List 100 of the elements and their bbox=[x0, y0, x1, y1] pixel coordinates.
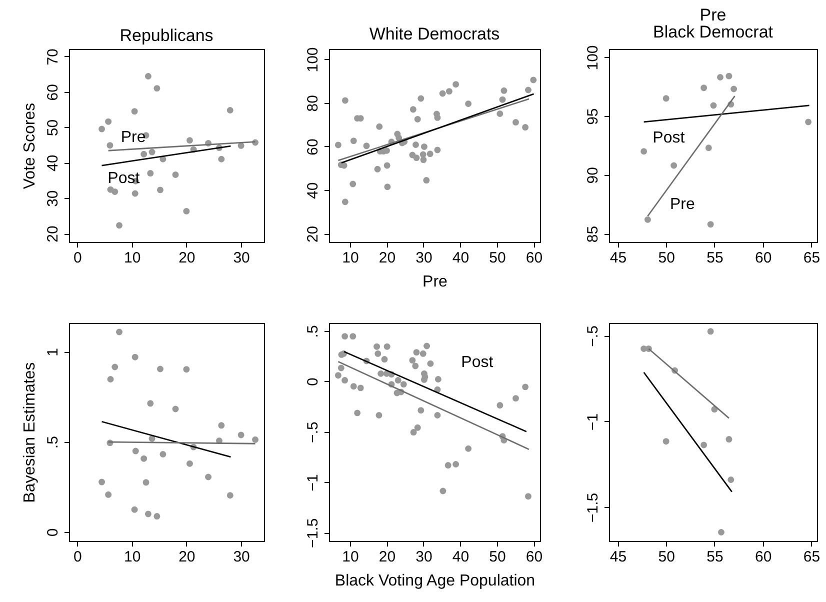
point bbox=[420, 350, 426, 357]
series-label: Post bbox=[461, 354, 494, 372]
point bbox=[354, 410, 361, 416]
series-label: Post bbox=[108, 170, 140, 188]
y-tick-label: 0 bbox=[304, 378, 322, 386]
point bbox=[350, 138, 357, 144]
point bbox=[226, 107, 234, 114]
chart-title: White Democrats bbox=[369, 24, 500, 44]
point bbox=[644, 216, 651, 223]
point bbox=[410, 106, 416, 113]
y-tick-label: .5 bbox=[44, 436, 62, 449]
point bbox=[524, 493, 532, 500]
point bbox=[726, 436, 732, 443]
y-axis-title: Vote Scores bbox=[22, 102, 38, 190]
point bbox=[409, 357, 416, 364]
point bbox=[452, 461, 460, 468]
x-tick-label: 40 bbox=[452, 250, 470, 266]
point bbox=[144, 73, 152, 80]
point bbox=[427, 360, 434, 367]
y-tick-label: −1.5 bbox=[584, 492, 602, 523]
point bbox=[148, 148, 156, 156]
x-tick-label: 0 bbox=[74, 250, 82, 266]
x-tick-label: 60 bbox=[754, 250, 772, 266]
point bbox=[112, 364, 118, 370]
point bbox=[376, 412, 382, 418]
point bbox=[172, 406, 179, 412]
point bbox=[439, 90, 446, 97]
point bbox=[420, 156, 427, 164]
point bbox=[350, 180, 356, 188]
x-tick-label: 65 bbox=[803, 548, 820, 566]
point bbox=[342, 333, 348, 340]
point bbox=[105, 491, 112, 498]
point bbox=[413, 154, 420, 162]
point bbox=[116, 328, 122, 336]
point bbox=[374, 350, 382, 357]
point bbox=[530, 76, 537, 84]
chart-title: Pre bbox=[700, 6, 726, 25]
y-tick-label: .5 bbox=[304, 325, 322, 338]
x-tick-label: 40 bbox=[452, 548, 470, 566]
point bbox=[334, 372, 342, 379]
point bbox=[140, 150, 148, 158]
point bbox=[418, 95, 424, 102]
x-tick-label: 30 bbox=[233, 250, 250, 266]
point bbox=[381, 356, 388, 363]
point bbox=[218, 156, 225, 162]
point bbox=[522, 124, 529, 131]
x-tick-label: 55 bbox=[706, 548, 724, 566]
point bbox=[500, 87, 508, 94]
point bbox=[144, 510, 152, 518]
point bbox=[423, 177, 430, 184]
point bbox=[420, 143, 428, 150]
point bbox=[465, 445, 472, 452]
point bbox=[434, 376, 442, 382]
y-tick-label: 20 bbox=[44, 226, 62, 242]
y-tick-label: −.5 bbox=[304, 422, 322, 443]
point bbox=[160, 451, 166, 458]
point bbox=[98, 478, 106, 486]
point bbox=[805, 118, 812, 126]
point bbox=[717, 74, 724, 80]
point bbox=[106, 142, 114, 149]
point bbox=[640, 148, 648, 155]
point bbox=[384, 162, 390, 169]
point bbox=[147, 400, 154, 407]
point bbox=[131, 506, 138, 513]
point bbox=[376, 123, 383, 130]
point bbox=[700, 442, 708, 448]
point bbox=[238, 432, 244, 438]
x-tick-label: 45 bbox=[610, 250, 627, 266]
point bbox=[662, 95, 670, 102]
point bbox=[378, 370, 384, 377]
x-tick-label: 50 bbox=[658, 250, 675, 266]
point bbox=[705, 144, 712, 152]
point bbox=[186, 137, 193, 144]
point bbox=[440, 488, 446, 494]
point bbox=[350, 383, 357, 390]
point bbox=[728, 476, 734, 483]
point bbox=[384, 343, 390, 350]
y-tick-label: −1.5 bbox=[304, 518, 322, 548]
point bbox=[414, 424, 421, 431]
x-tick-label: 60 bbox=[526, 548, 543, 566]
y-tick-label: 60 bbox=[44, 84, 62, 101]
x-tick-label: 20 bbox=[378, 250, 396, 266]
y-axis-title: Bayesian Estimates bbox=[22, 362, 38, 503]
series-label: Post bbox=[652, 129, 686, 146]
point bbox=[334, 142, 342, 148]
point bbox=[662, 438, 670, 445]
point bbox=[98, 126, 106, 132]
point bbox=[670, 162, 678, 169]
point bbox=[112, 188, 118, 195]
y-tick-label: 50 bbox=[44, 119, 62, 136]
chart-title: Republicans bbox=[120, 26, 214, 46]
point bbox=[730, 86, 738, 92]
y-tick-label: −1 bbox=[584, 413, 602, 431]
point bbox=[342, 97, 348, 104]
point bbox=[116, 222, 122, 229]
point bbox=[218, 422, 225, 429]
point bbox=[350, 333, 356, 340]
y-tick-label: 30 bbox=[44, 190, 62, 207]
point bbox=[183, 366, 190, 373]
point bbox=[252, 436, 258, 443]
